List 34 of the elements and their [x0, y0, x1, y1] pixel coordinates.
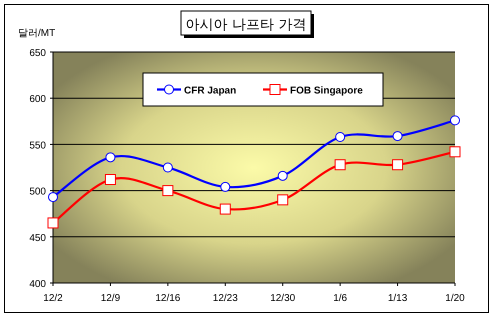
- y-tick-label: 650: [29, 48, 46, 59]
- point: [277, 194, 288, 206]
- y-tick-label: 450: [29, 232, 46, 244]
- y-tick-label: 500: [29, 186, 46, 198]
- point: [450, 146, 460, 158]
- point: [104, 174, 116, 186]
- y-axis-title: 달러/MT: [18, 28, 56, 39]
- x-tick-label: 12/2: [43, 293, 64, 304]
- point: [334, 159, 346, 170]
- point: [278, 170, 288, 181]
- point: [162, 185, 174, 196]
- y-tick-label: 550: [29, 140, 46, 152]
- x-tick-label: 1/20: [445, 293, 466, 304]
- point: [450, 115, 460, 126]
- y-tick-label: 400: [29, 279, 46, 290]
- point: [48, 217, 58, 228]
- point: [162, 162, 173, 172]
- x-tick-label: 12/16: [155, 293, 181, 304]
- x-tick-label: 12/23: [212, 293, 238, 304]
- chart-title: 아시아 나프타 가격: [186, 17, 306, 33]
- point: [220, 204, 231, 215]
- point: [335, 132, 346, 142]
- point: [105, 152, 116, 162]
- x-tick-label: 1/13: [388, 293, 408, 304]
- x-tick-label: 1/6: [333, 293, 348, 304]
- point: [392, 131, 403, 142]
- x-tick-label: 12/9: [100, 293, 121, 304]
- point: [48, 192, 58, 202]
- x-tick-label: 12/30: [270, 293, 296, 304]
- legend-label: CFR Japan: [184, 86, 236, 96]
- point: [220, 182, 230, 192]
- legend-label: FOB Singapore: [290, 86, 364, 96]
- y-tick-label: 600: [29, 94, 46, 106]
- point: [392, 159, 404, 170]
